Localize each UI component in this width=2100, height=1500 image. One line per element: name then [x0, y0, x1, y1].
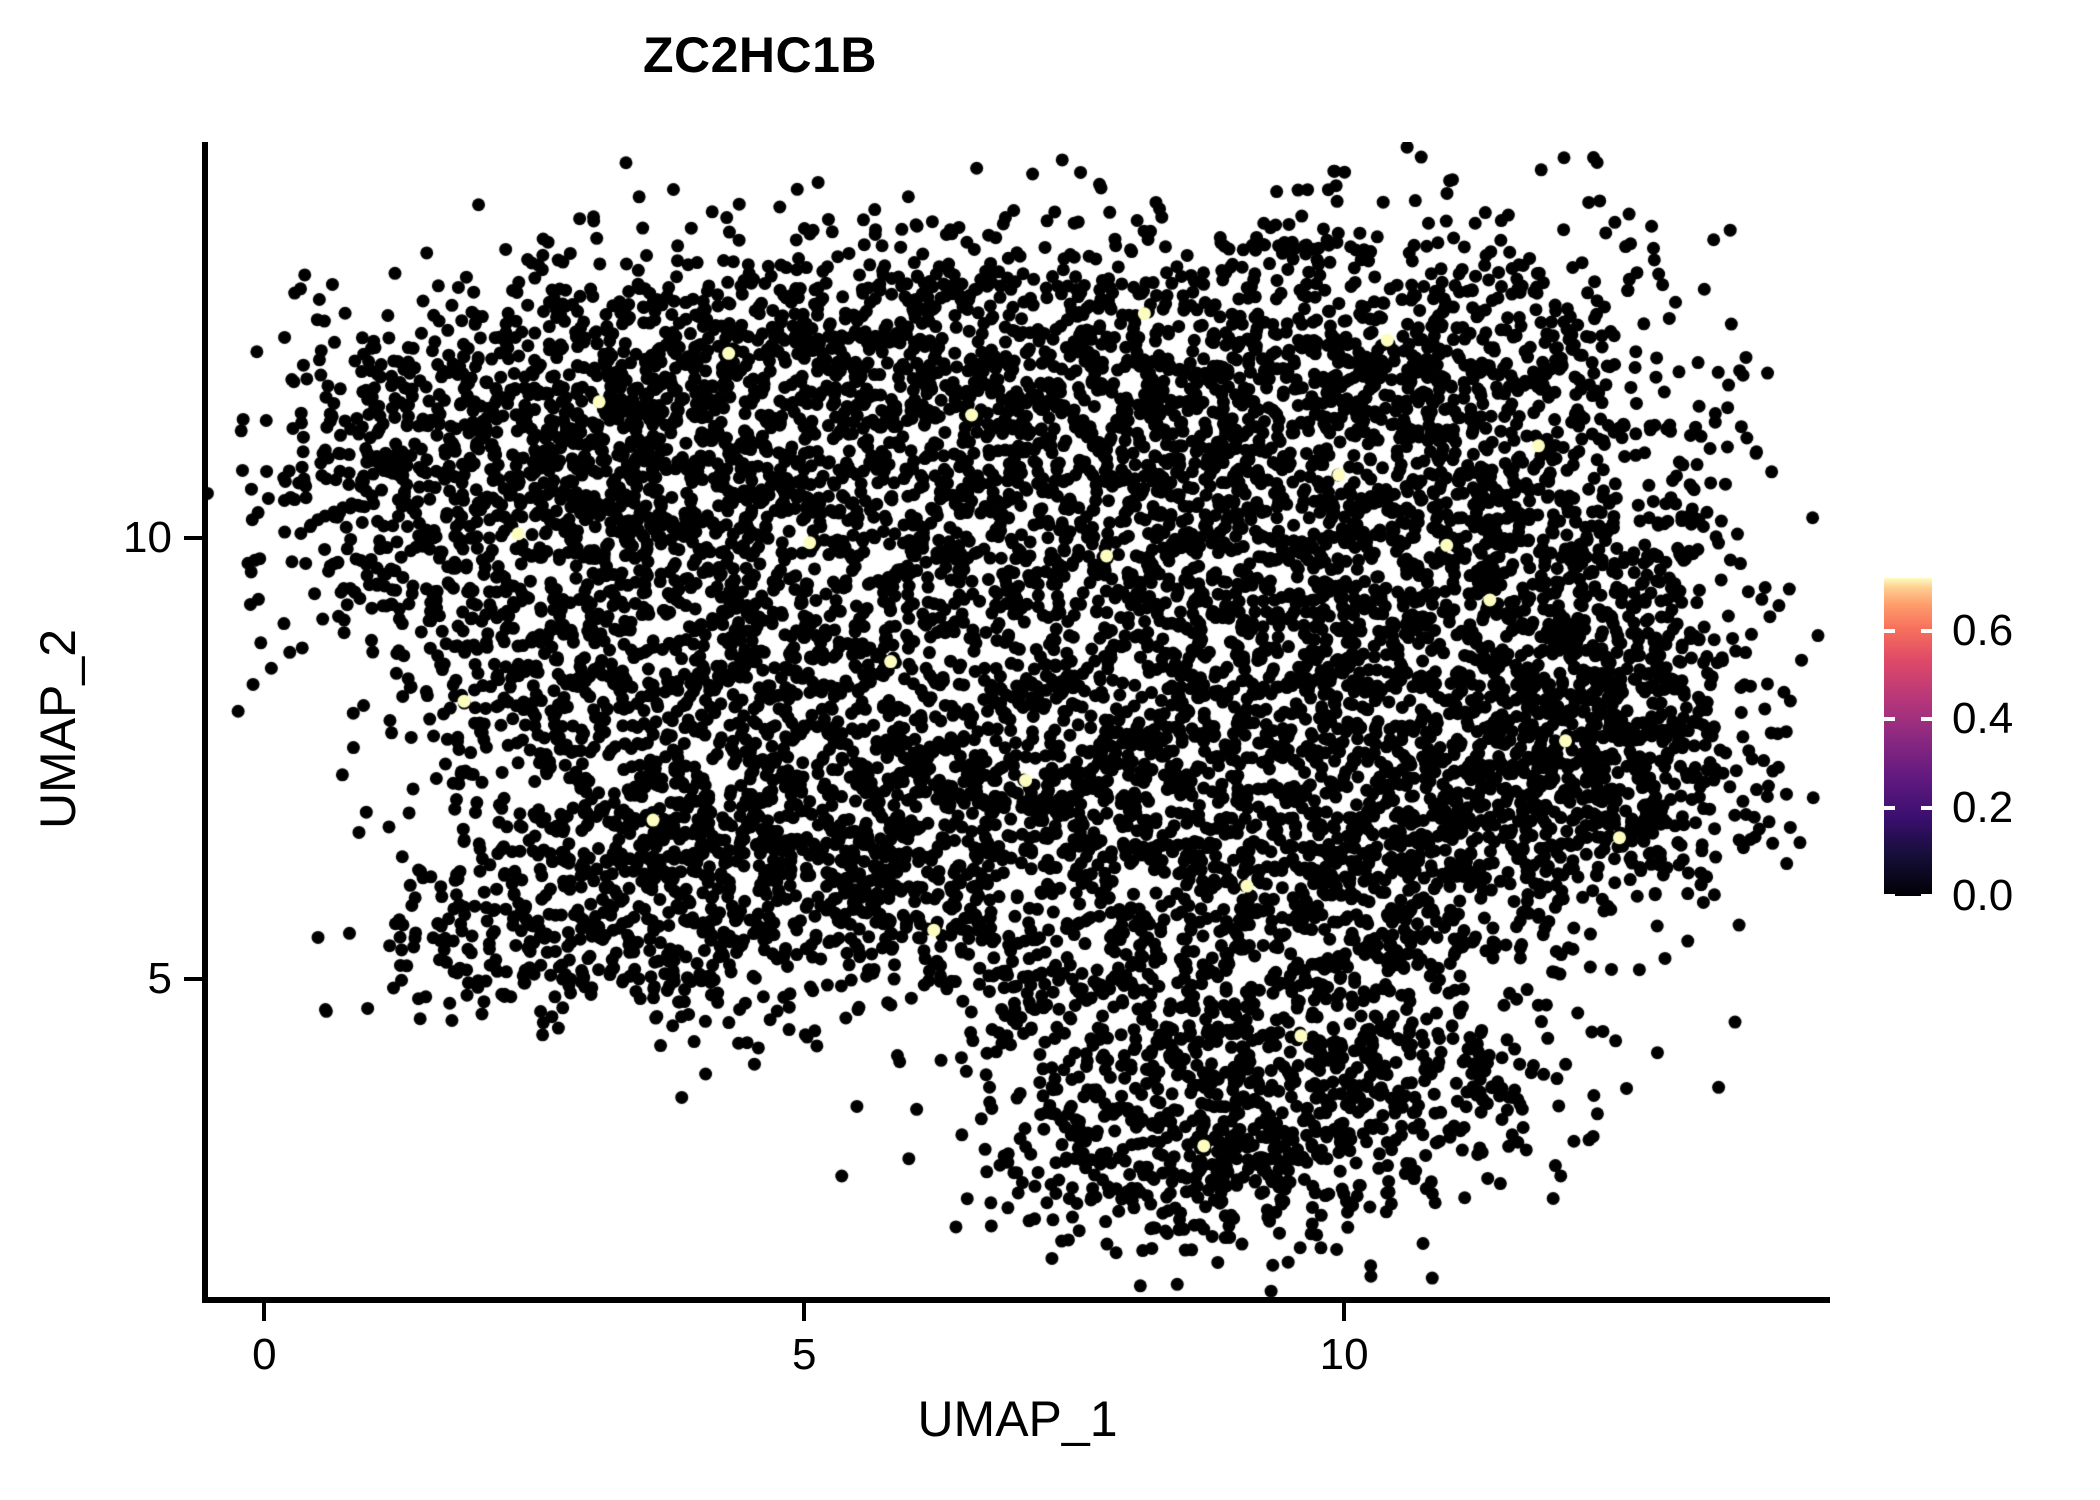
colorbar-tick-mark	[1884, 805, 1895, 810]
colorbar-gradient	[1884, 578, 1932, 896]
y-tick-mark	[184, 976, 202, 981]
colorbar-tick-mark	[1884, 629, 1895, 633]
colorbar-tick-label: 0.4	[1952, 694, 2014, 744]
x-tick-mark	[1342, 1303, 1347, 1321]
colorbar-legend: 0.0 0.2 0.4 0.6	[1884, 578, 2084, 920]
y-axis-line	[202, 142, 208, 1303]
colorbar-tick-mark	[1884, 717, 1895, 722]
y-tick-label: 5	[147, 953, 172, 1003]
x-tick-label: 5	[792, 1330, 817, 1379]
colorbar-tick-label: 0.2	[1952, 782, 2014, 832]
x-tick-mark	[802, 1303, 807, 1321]
colorbar-tick-mark	[1921, 717, 1932, 722]
x-axis-title: UMAP_1	[917, 1391, 1118, 1447]
y-tick-label: 10	[123, 513, 172, 563]
x-axis-line	[202, 1297, 1830, 1303]
colorbar-tick-mark	[1921, 629, 1932, 633]
page-title: ZC2HC1B	[642, 27, 878, 83]
colorbar-tick-mark	[1921, 894, 1932, 898]
x-tick-label: 0	[252, 1330, 277, 1379]
colorbar-tick-mark	[1921, 805, 1932, 810]
y-tick-mark	[184, 536, 202, 541]
x-tick-mark	[262, 1303, 267, 1321]
y-axis-title: UMAP_2	[30, 628, 86, 830]
colorbar-tick-label: 0.6	[1952, 606, 2014, 655]
colorbar-tick-mark	[1884, 894, 1895, 898]
plot-panel	[205, 142, 1830, 1300]
scatter-points-canvas	[205, 142, 1830, 1300]
x-tick-label: 10	[1319, 1330, 1369, 1379]
colorbar-tick-label: 0.0	[1952, 871, 2014, 920]
